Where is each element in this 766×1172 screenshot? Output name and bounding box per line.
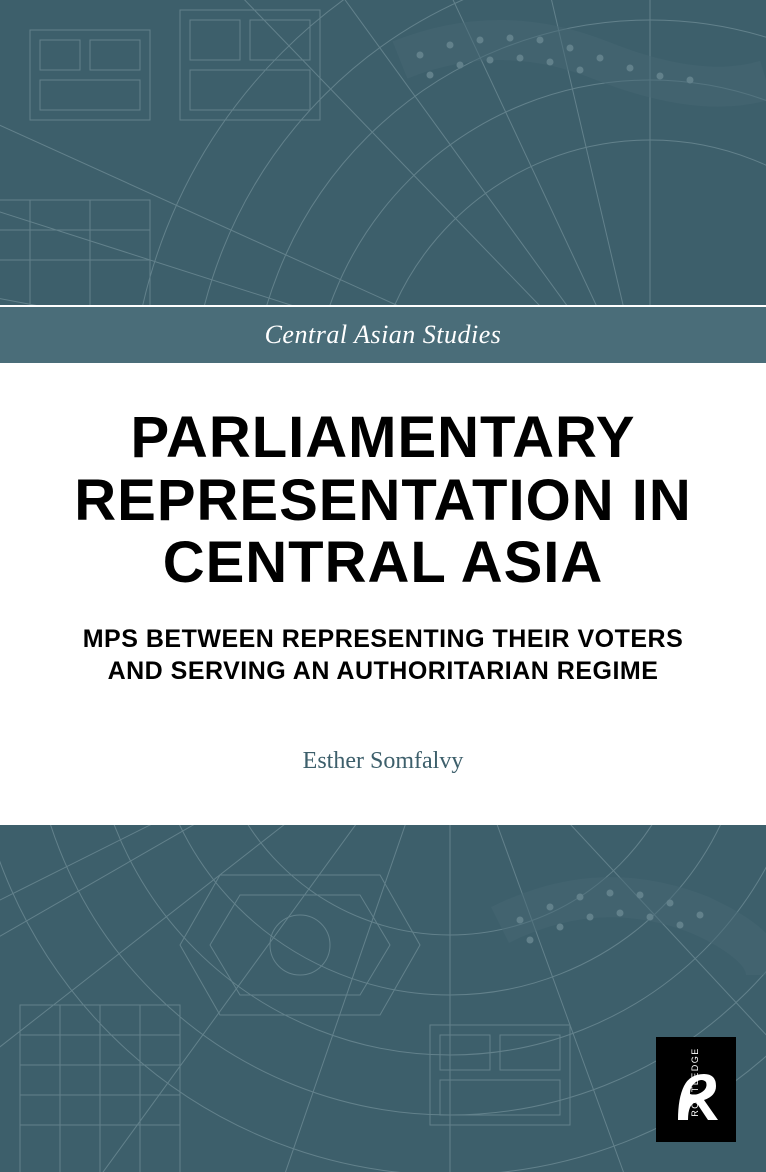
- author-name: Esther Somfalvy: [60, 748, 706, 775]
- publisher-name: ROUTLEDGE: [690, 1047, 700, 1117]
- blueprint-pattern-bottom: [0, 825, 766, 1172]
- cover-top-pattern: [0, 0, 766, 305]
- publisher-logo: ROUTLEDGE: [656, 1037, 736, 1142]
- cover-bottom-pattern: ROUTLEDGE: [0, 825, 766, 1172]
- title-block: PARLIAMENTARY REPRESENTATION IN CENTRAL …: [0, 365, 766, 825]
- series-band: Central Asian Studies: [0, 305, 766, 365]
- book-title: PARLIAMENTARY REPRESENTATION IN CENTRAL …: [60, 407, 706, 595]
- book-cover: Central Asian Studies PARLIAMENTARY REPR…: [0, 0, 766, 1172]
- blueprint-pattern-top: [0, 0, 766, 305]
- series-label: Central Asian Studies: [265, 320, 502, 350]
- book-subtitle: MPS BETWEEN REPRESENTING THEIR VOTERS AN…: [60, 623, 706, 688]
